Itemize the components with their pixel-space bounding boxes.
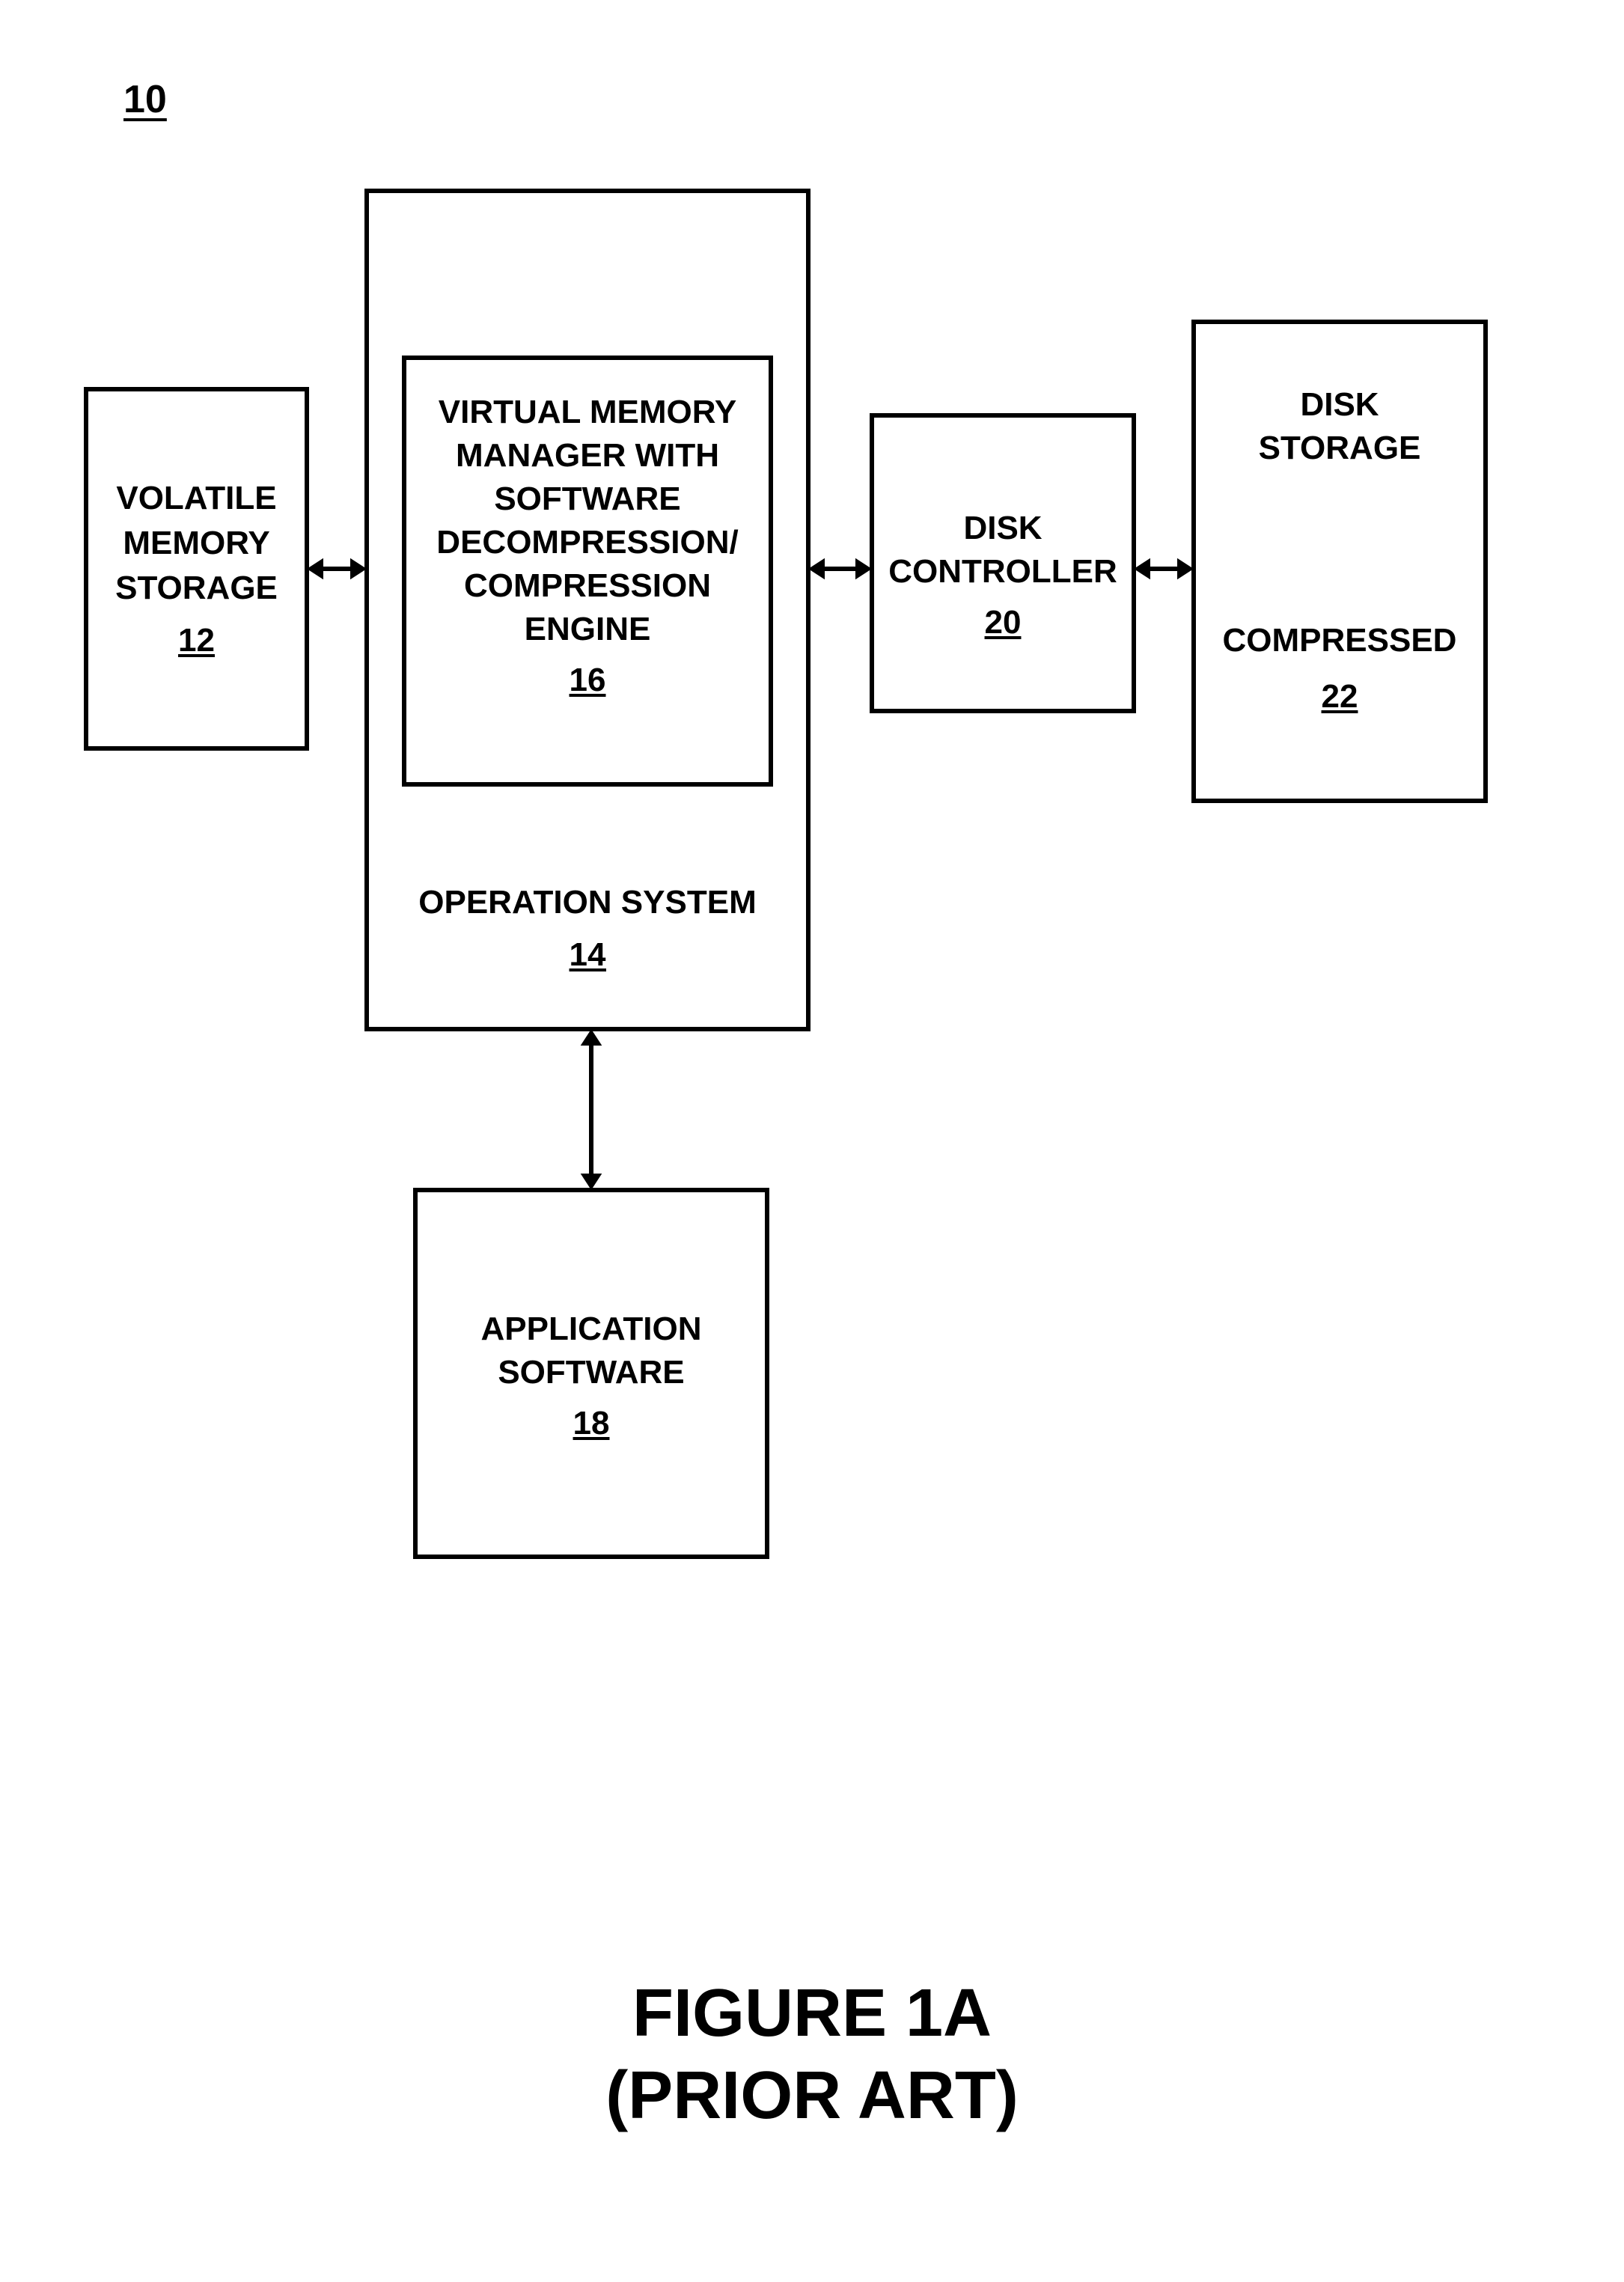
vmm-label-4: COMPRESSION [464,567,711,604]
disk-controller-ref: 20 [985,604,1022,641]
volatile-ref: 12 [178,622,215,659]
volatile-label-1: MEMORY [123,525,269,561]
vmm-label-2: SOFTWARE [494,480,680,517]
caption-line-2: (PRIOR ART) [605,2058,1019,2133]
disk-controller-label-0: DISK [963,510,1042,546]
vmm-label-5: ENGINE [525,611,651,647]
application-ref: 18 [573,1405,610,1441]
vmm-label-1: MANAGER WITH [456,437,719,474]
vmm-ref: 16 [570,662,606,698]
caption-line-1: FIGURE 1A [632,1976,992,2051]
volatile-label-0: VOLATILE [116,480,276,516]
disk-controller-label-1: CONTROLLER [888,553,1117,590]
os-ref: 14 [570,936,606,973]
volatile-label-2: STORAGE [115,570,278,606]
disk-storage-compressed-label: COMPRESSED [1223,622,1457,659]
volatile-box [86,389,307,748]
vmm-label-0: VIRTUAL MEMORY [439,394,736,430]
application-label-0: APPLICATION [481,1311,702,1347]
figure-label: 10 [123,78,167,121]
vmm-label-3: DECOMPRESSION/ [436,524,738,561]
application-label-1: SOFTWARE [498,1354,684,1391]
disk-storage-label-1: STORAGE [1259,430,1421,466]
os-label: OPERATION SYSTEM [418,884,756,921]
disk-storage-label-0: DISK [1300,386,1379,423]
disk-storage-ref: 22 [1322,678,1358,715]
